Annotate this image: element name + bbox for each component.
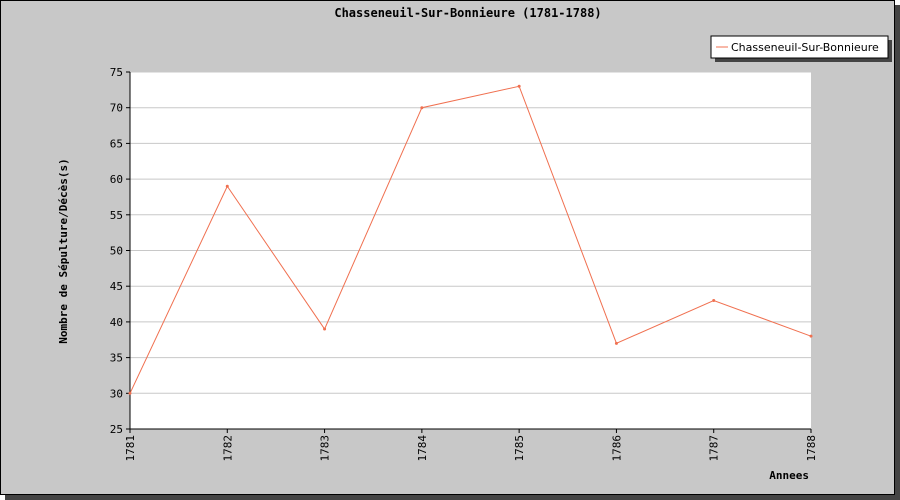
x-axis-ticks: 1781 1782 1783 1784 1785 1786 1787 1788 — [124, 428, 818, 462]
chart-title: Chasseneuil-Sur-Bonnieure (1781-1788) — [334, 6, 601, 20]
y-tick-label: 45 — [110, 280, 123, 293]
y-tick-label: 70 — [110, 102, 123, 115]
y-tick-label: 50 — [110, 245, 123, 258]
y-tick-label: 35 — [110, 352, 123, 365]
legend-label: Chasseneuil-Sur-Bonnieure — [731, 41, 879, 54]
y-axis-label: Nombre de Sépulture/Décès(s) — [57, 158, 70, 343]
data-point — [809, 334, 813, 338]
series-line — [129, 85, 812, 394]
y-tick-label: 60 — [110, 173, 123, 186]
y-tick-label: 40 — [110, 316, 123, 329]
data-point — [128, 391, 132, 395]
y-tick-label: 55 — [110, 209, 123, 222]
x-axis-label: Annees — [769, 469, 809, 482]
data-point — [420, 106, 424, 110]
y-tick-label: 30 — [110, 387, 123, 400]
x-tick-label: 1781 — [124, 435, 137, 462]
grid-lines — [130, 71, 811, 394]
x-tick-label: 1784 — [416, 435, 429, 462]
x-tick-label: 1785 — [513, 435, 526, 462]
y-tick-label: 75 — [110, 66, 123, 79]
x-tick-label: 1782 — [221, 435, 234, 462]
legend-box-face — [710, 35, 889, 59]
y-axis-ticks: 25 30 35 40 45 50 55 60 65 70 75 — [110, 66, 131, 436]
legend: Chasseneuil-Sur-Bonnieure — [710, 35, 892, 62]
x-tick-label: 1786 — [610, 435, 623, 462]
data-point — [323, 327, 327, 331]
x-tick-label: 1783 — [319, 435, 332, 462]
y-tick-label: 65 — [110, 137, 123, 150]
data-point — [712, 298, 716, 302]
data-point — [614, 341, 618, 345]
y-tick-label: 25 — [110, 423, 123, 436]
x-tick-label: 1788 — [805, 435, 818, 462]
data-point — [517, 84, 521, 88]
series-layer — [128, 84, 813, 395]
data-point — [225, 184, 229, 188]
x-tick-label: 1787 — [708, 435, 721, 462]
